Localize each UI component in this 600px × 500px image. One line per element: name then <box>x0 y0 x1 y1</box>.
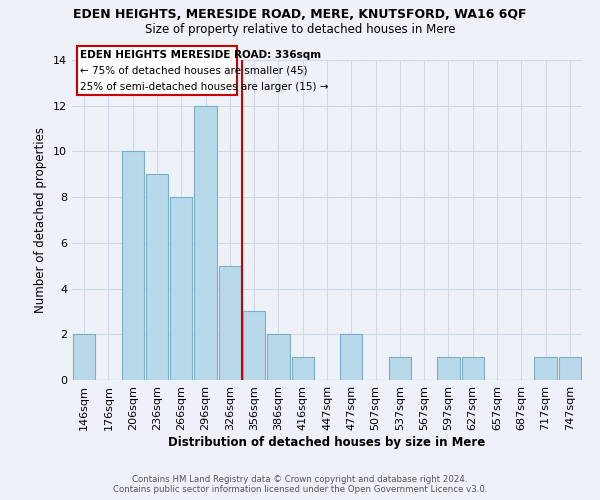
Bar <box>267 334 290 380</box>
Bar <box>340 334 362 380</box>
Bar <box>73 334 95 380</box>
Y-axis label: Number of detached properties: Number of detached properties <box>34 127 47 313</box>
Bar <box>122 152 144 380</box>
Bar <box>437 357 460 380</box>
Bar <box>218 266 241 380</box>
X-axis label: Distribution of detached houses by size in Mere: Distribution of detached houses by size … <box>169 436 485 448</box>
Bar <box>194 106 217 380</box>
Bar <box>146 174 168 380</box>
Text: Contains HM Land Registry data © Crown copyright and database right 2024.
Contai: Contains HM Land Registry data © Crown c… <box>113 474 487 494</box>
Text: Size of property relative to detached houses in Mere: Size of property relative to detached ho… <box>145 22 455 36</box>
Text: EDEN HEIGHTS MERESIDE ROAD: 336sqm: EDEN HEIGHTS MERESIDE ROAD: 336sqm <box>80 50 322 59</box>
Text: 25% of semi-detached houses are larger (15) →: 25% of semi-detached houses are larger (… <box>80 82 329 92</box>
Bar <box>243 312 265 380</box>
FancyBboxPatch shape <box>77 46 237 96</box>
Bar <box>535 357 557 380</box>
Bar <box>292 357 314 380</box>
Text: EDEN HEIGHTS, MERESIDE ROAD, MERE, KNUTSFORD, WA16 6QF: EDEN HEIGHTS, MERESIDE ROAD, MERE, KNUTS… <box>73 8 527 20</box>
Bar <box>170 197 193 380</box>
Text: ← 75% of detached houses are smaller (45): ← 75% of detached houses are smaller (45… <box>80 66 308 76</box>
Bar <box>461 357 484 380</box>
Bar <box>559 357 581 380</box>
Bar <box>389 357 411 380</box>
